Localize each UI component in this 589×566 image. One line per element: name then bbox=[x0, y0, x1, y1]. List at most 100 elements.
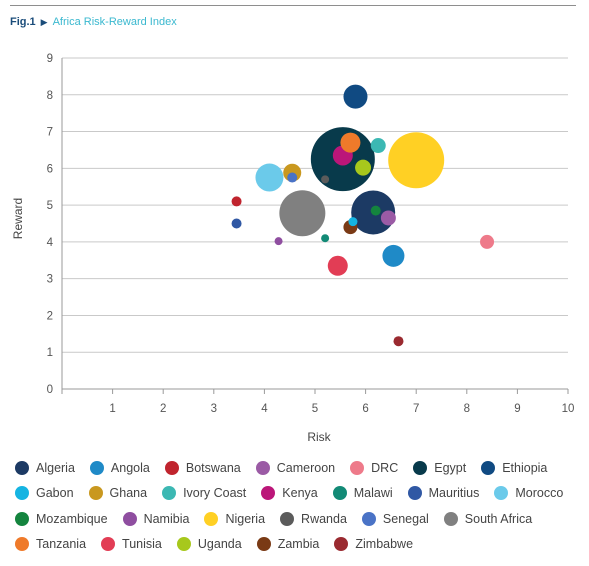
x-axis-title: Risk bbox=[307, 430, 331, 444]
legend-swatch bbox=[15, 537, 29, 552]
y-tick-label: 9 bbox=[47, 53, 53, 65]
x-tick-label: 7 bbox=[413, 403, 419, 415]
legend-item-algeria: Algeria bbox=[15, 460, 75, 475]
bubble-malawi bbox=[321, 234, 330, 243]
y-tick-label: 0 bbox=[47, 384, 53, 396]
legend-swatch bbox=[494, 486, 509, 501]
y-tick-label: 7 bbox=[47, 127, 53, 139]
legend-item-malawi: Malawi bbox=[332, 486, 393, 501]
legend-label: Zimbabwe bbox=[355, 537, 414, 552]
legend-label: Angola bbox=[110, 460, 150, 475]
legend-swatch bbox=[255, 460, 270, 475]
legend-label: Nigeria bbox=[225, 511, 266, 526]
bubble-drc bbox=[480, 234, 495, 249]
x-tick-label: 4 bbox=[261, 403, 268, 415]
legend-label: Botswana bbox=[185, 460, 241, 475]
bubble-south-africa bbox=[279, 190, 326, 237]
legend-swatch bbox=[361, 511, 376, 526]
legend-item-gabon: Gabon bbox=[15, 486, 74, 501]
bubble-gabon bbox=[348, 217, 358, 227]
legend-item-tanzania: Tanzania bbox=[15, 537, 86, 552]
legend-swatch bbox=[261, 486, 276, 501]
header-rule bbox=[10, 5, 576, 6]
bubble-chart: 0 1 2 3 4 5 6 7 8 9 1 2 3 4 5 6 7 8 9 10 Risk Reward bbox=[11, 53, 575, 444]
play-arrow-icon: ▶ bbox=[40, 17, 48, 27]
legend-label: Senegal bbox=[382, 511, 429, 526]
legend-swatch bbox=[88, 486, 103, 501]
legend-swatch bbox=[256, 537, 271, 552]
bubble-nigeria bbox=[388, 132, 445, 189]
legend-swatch bbox=[443, 511, 458, 526]
bubble-mauritius bbox=[231, 218, 242, 229]
bubble-tanzania bbox=[340, 132, 361, 153]
legend-item-ethiopia: Ethiopia bbox=[481, 460, 548, 475]
legend-swatch bbox=[164, 460, 179, 475]
legend-swatch bbox=[481, 460, 496, 475]
bubble-senegal bbox=[287, 172, 298, 183]
bubble-angola bbox=[382, 244, 405, 267]
legend-swatch bbox=[15, 486, 29, 501]
legend-label: Algeria bbox=[36, 460, 75, 475]
legend-label: Mozambique bbox=[36, 511, 108, 526]
legend-swatch bbox=[176, 537, 191, 552]
legend-label: Mauritius bbox=[428, 486, 480, 501]
y-tick-label: 8 bbox=[47, 90, 53, 102]
legend-swatch bbox=[280, 511, 295, 526]
bubble-mozambique bbox=[370, 205, 381, 216]
figure-title: Africa Risk-Reward Index bbox=[52, 16, 177, 28]
legend-label: Namibia bbox=[143, 511, 190, 526]
legend-swatch bbox=[204, 511, 219, 526]
legend-swatch bbox=[162, 486, 177, 501]
legend-label: South Africa bbox=[464, 511, 533, 526]
y-tick-label: 5 bbox=[47, 200, 53, 212]
legend-swatch bbox=[334, 537, 349, 552]
legend-label: Rwanda bbox=[301, 511, 347, 526]
legend-item-angola: Angola bbox=[89, 460, 150, 475]
bubble-rwanda bbox=[321, 175, 330, 184]
legend-swatch bbox=[15, 460, 29, 475]
legend-label: Zambia bbox=[277, 537, 320, 552]
bubble-morocco bbox=[255, 163, 284, 192]
legend-item-morocco: Morocco bbox=[494, 486, 564, 501]
bubble-ethiopia bbox=[343, 84, 368, 109]
legend-label: Ethiopia bbox=[502, 460, 548, 475]
legend-label: Gabon bbox=[36, 486, 74, 501]
bubble-botswana bbox=[231, 196, 242, 207]
x-tick-label: 3 bbox=[211, 403, 217, 415]
bubble-namibia bbox=[274, 237, 283, 246]
legend-item-egypt: Egypt bbox=[413, 460, 467, 475]
x-tick-label: 2 bbox=[160, 403, 166, 415]
legend-item-mozambique: Mozambique bbox=[15, 511, 108, 526]
bubbles bbox=[231, 84, 495, 347]
x-tick-label: 9 bbox=[514, 403, 520, 415]
bubble-zimbabwe bbox=[393, 336, 404, 347]
figure-header: Fig.1 ▶ Africa Risk-Reward Index bbox=[10, 14, 177, 30]
legend-row: Mozambique Namibia Nigeria Rwanda Senegal Sou… bbox=[15, 506, 585, 532]
tick-labels: 0 1 2 3 4 5 6 7 8 9 1 2 3 4 5 6 7 8 9 10 bbox=[47, 53, 575, 415]
legend-item-botswana: Botswana bbox=[164, 460, 241, 475]
legend-label: Cameroon bbox=[276, 460, 336, 475]
legend-label: Malawi bbox=[353, 486, 393, 501]
legend-item-rwanda: Rwanda bbox=[280, 511, 347, 526]
legend-label: Morocco bbox=[515, 486, 564, 501]
y-tick-label: 1 bbox=[47, 347, 53, 359]
x-tick-label: 8 bbox=[464, 403, 470, 415]
bubble-cameroon bbox=[380, 210, 396, 226]
legend-item-ghana: Ghana bbox=[88, 486, 148, 501]
axes bbox=[61, 58, 569, 394]
legend-item-mauritius: Mauritius bbox=[407, 486, 480, 501]
y-axis-title: Reward bbox=[11, 198, 25, 239]
x-tick-label: 1 bbox=[109, 403, 115, 415]
y-tick-label: 3 bbox=[47, 274, 53, 286]
legend-label: Ghana bbox=[109, 486, 148, 501]
legend-label: Tunisia bbox=[122, 537, 162, 552]
x-tick-label: 6 bbox=[362, 403, 368, 415]
legend-row: Algeria Angola Botswana Cameroon DRC Egypt Eth… bbox=[15, 455, 585, 481]
legend-swatch bbox=[122, 511, 137, 526]
legend-item-south-africa: South Africa bbox=[443, 511, 533, 526]
legend-swatch bbox=[101, 537, 116, 552]
x-tick-label: 5 bbox=[312, 403, 318, 415]
legend-item-senegal: Senegal bbox=[361, 511, 429, 526]
legend-swatch bbox=[332, 486, 347, 501]
legend-label: Egypt bbox=[434, 460, 467, 475]
